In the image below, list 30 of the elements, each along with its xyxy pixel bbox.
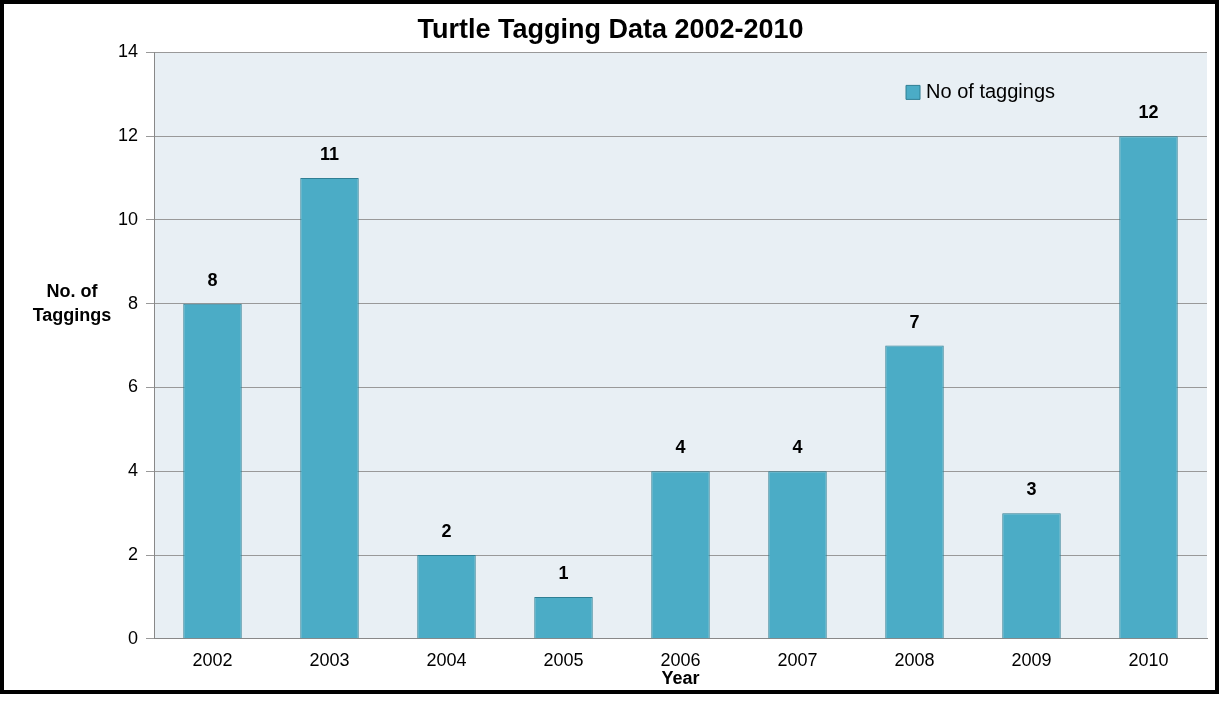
x-tick-label: 2007 <box>777 649 818 670</box>
x-tick-label: 2002 <box>192 649 233 670</box>
y-axis-title: No. of Taggings <box>32 280 112 325</box>
x-tick-label: 2010 <box>1128 649 1169 670</box>
x-tick-label: 2006 <box>660 649 701 670</box>
x-tick-label: 2004 <box>426 649 467 670</box>
y-tick-label: 12 <box>117 125 138 146</box>
data-label: 12 <box>1138 102 1159 123</box>
chart-title: Turtle Tagging Data 2002-2010 <box>417 13 804 44</box>
y-tick-label: 0 <box>127 627 138 648</box>
data-label: 1 <box>558 562 569 583</box>
legend-label: No of taggings <box>926 79 1056 102</box>
x-tick-label: 2005 <box>543 649 584 670</box>
data-label: 3 <box>1026 479 1037 500</box>
data-label: 2 <box>441 521 452 541</box>
y-tick-label: 14 <box>117 41 138 62</box>
y-tick-label: 6 <box>127 376 138 397</box>
data-label: 4 <box>792 437 803 458</box>
y-tick-label: 4 <box>127 460 138 481</box>
y-tick-label: 2 <box>127 544 138 564</box>
x-tick-label: 2008 <box>894 649 935 670</box>
x-axis-title: Year <box>661 668 700 689</box>
data-label: 8 <box>207 269 218 290</box>
y-tick-label: 10 <box>117 208 138 229</box>
data-label: 7 <box>909 311 920 332</box>
x-tick-label: 2003 <box>309 649 350 670</box>
data-label: 11 <box>319 144 340 165</box>
y-tick-label: 8 <box>127 292 138 313</box>
x-tick-label: 2009 <box>1011 649 1052 670</box>
data-label: 4 <box>675 437 686 458</box>
